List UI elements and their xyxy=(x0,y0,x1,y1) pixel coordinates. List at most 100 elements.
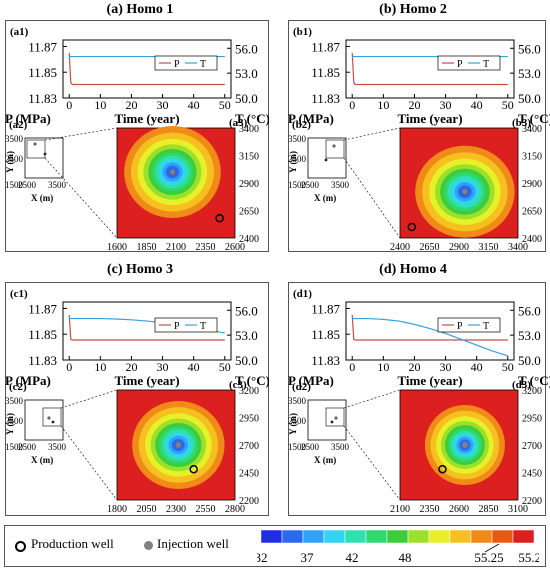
legend-text-p: P xyxy=(174,59,180,70)
x-tick-label: 50 xyxy=(502,360,514,374)
map-y-tick: 3150 xyxy=(239,152,259,163)
x-tick-label: 30 xyxy=(157,360,169,374)
map-x-tick: 1800 xyxy=(107,504,127,515)
y-axis-label-left: P (MPa) xyxy=(288,373,334,388)
right-tick-label: 50.0 xyxy=(518,353,541,368)
inset-y-label: Y (m) xyxy=(288,151,298,173)
map-x-tick: 1600 xyxy=(107,242,127,252)
zoom-line xyxy=(343,157,401,239)
x-tick-label: 40 xyxy=(471,360,483,374)
inset-y-tick: 1500 xyxy=(288,442,307,452)
y-axis-label-right: T (°C) xyxy=(518,373,550,388)
map-y-tick: 2400 xyxy=(522,234,542,245)
inset-tag: (d2) xyxy=(292,381,311,393)
right-tick-label: 50.0 xyxy=(518,91,541,106)
map-y-tick: 2650 xyxy=(239,207,259,218)
y-axis-label-right: T (°C) xyxy=(518,111,550,126)
left-tick-label: 11.87 xyxy=(28,39,57,54)
map-tag: (b3) xyxy=(512,118,531,129)
map-y-tick: 3200 xyxy=(522,386,542,397)
x-tick-label: 40 xyxy=(188,360,200,374)
legend-production-label: Production well xyxy=(31,536,114,551)
series-line-t xyxy=(352,317,508,357)
injection-well-marker xyxy=(144,541,153,550)
inset-subregion xyxy=(26,139,46,159)
inset-x-tick: 3500 xyxy=(331,442,350,452)
x-tick-label: 0 xyxy=(66,98,72,112)
injection-well xyxy=(175,442,182,448)
chart-tag: (c1) xyxy=(10,288,28,300)
map-x-tick: 2400 xyxy=(390,242,410,252)
zoom-line xyxy=(343,425,401,501)
left-tick-label: 11.85 xyxy=(28,327,57,342)
y-axis-label-left: P (MPa) xyxy=(288,111,334,126)
inset-y-tick: 2500 xyxy=(5,154,24,164)
right-tick-label: 56.0 xyxy=(518,41,541,56)
map-x-tick: 2650 xyxy=(420,242,440,252)
map-x-tick: 2600 xyxy=(225,242,245,252)
line-chart-a1: (a1)11.87 11.85 11.83 56.0 53.0 50.0 0 10 20 30 40… xyxy=(5,26,269,126)
inset-production-well xyxy=(51,420,55,424)
colorbar-swatch xyxy=(365,530,388,544)
colorbar-arrow xyxy=(484,543,500,553)
x-tick-label: 20 xyxy=(125,360,137,374)
series-line-p xyxy=(351,314,508,341)
legend-text-t: T xyxy=(200,321,206,332)
left-tick-label: 11.85 xyxy=(311,327,340,342)
legend-text-p: P xyxy=(174,321,180,332)
map-y-tick: 2950 xyxy=(522,414,542,425)
left-tick-label: 11.83 xyxy=(28,91,57,106)
x-tick-label: 0 xyxy=(349,360,355,374)
colorbar-swatch xyxy=(512,530,535,544)
x-tick-label: 10 xyxy=(94,98,106,112)
panel-title-b: (b) Homo 2 xyxy=(379,2,447,17)
legend-text-t: T xyxy=(483,321,489,332)
map-x-tick: 2350 xyxy=(420,504,440,515)
x-tick-label: 30 xyxy=(440,98,452,112)
x-tick-label: 0 xyxy=(66,360,72,374)
colorbar-swatch xyxy=(386,530,409,544)
inset-y-tick: 1500 xyxy=(5,180,24,190)
production-well-marker xyxy=(15,541,26,552)
chart-tag: (d1) xyxy=(293,288,312,300)
colorbar-swatch xyxy=(260,530,283,544)
inset-x-label: X (m) xyxy=(31,193,53,203)
map-x-tick: 2050 xyxy=(137,504,157,515)
colorbar-tick: 55.26 xyxy=(518,550,539,564)
map-y-tick: 2450 xyxy=(239,469,259,480)
inset-injection-well xyxy=(332,144,336,148)
colorbar-tick: 55.25 xyxy=(474,550,503,564)
map-y-tick: 2700 xyxy=(522,441,542,452)
left-tick-label: 11.87 xyxy=(28,301,57,316)
plot-area xyxy=(345,301,515,361)
y-axis-label-left: P (MPa) xyxy=(5,111,51,126)
colorbar-tick: 37 xyxy=(301,550,315,564)
panel-title-d: (d) Homo 4 xyxy=(379,262,447,277)
x-tick-label: 30 xyxy=(157,98,169,112)
colorbar-swatch xyxy=(323,530,346,544)
x-tick-label: 20 xyxy=(125,98,137,112)
left-tick-label: 11.85 xyxy=(311,65,340,80)
colorbar-tick: 48 xyxy=(399,550,412,564)
y-axis-label-right: T (°C) xyxy=(235,111,269,126)
map-tag: (a3) xyxy=(229,118,248,129)
map-y-tick: 2200 xyxy=(522,496,542,507)
right-tick-label: 53.0 xyxy=(518,328,541,343)
left-tick-label: 11.83 xyxy=(311,353,340,368)
map-y-tick: 2400 xyxy=(239,234,259,245)
left-tick-label: 11.83 xyxy=(28,353,57,368)
series-line-p xyxy=(351,52,508,86)
right-tick-label: 56.0 xyxy=(518,303,541,318)
x-tick-label: 20 xyxy=(408,360,420,374)
right-tick-label: 50.0 xyxy=(235,91,258,106)
series-line-p xyxy=(68,314,225,341)
inset-subregion xyxy=(325,139,345,159)
map-tag: (d3) xyxy=(512,380,531,391)
zoom-line xyxy=(60,389,118,409)
zoom-line xyxy=(44,157,118,239)
x-tick-label: 0 xyxy=(349,98,355,112)
inset-x-tick: 2500 xyxy=(18,180,37,190)
plot-area xyxy=(62,301,232,361)
